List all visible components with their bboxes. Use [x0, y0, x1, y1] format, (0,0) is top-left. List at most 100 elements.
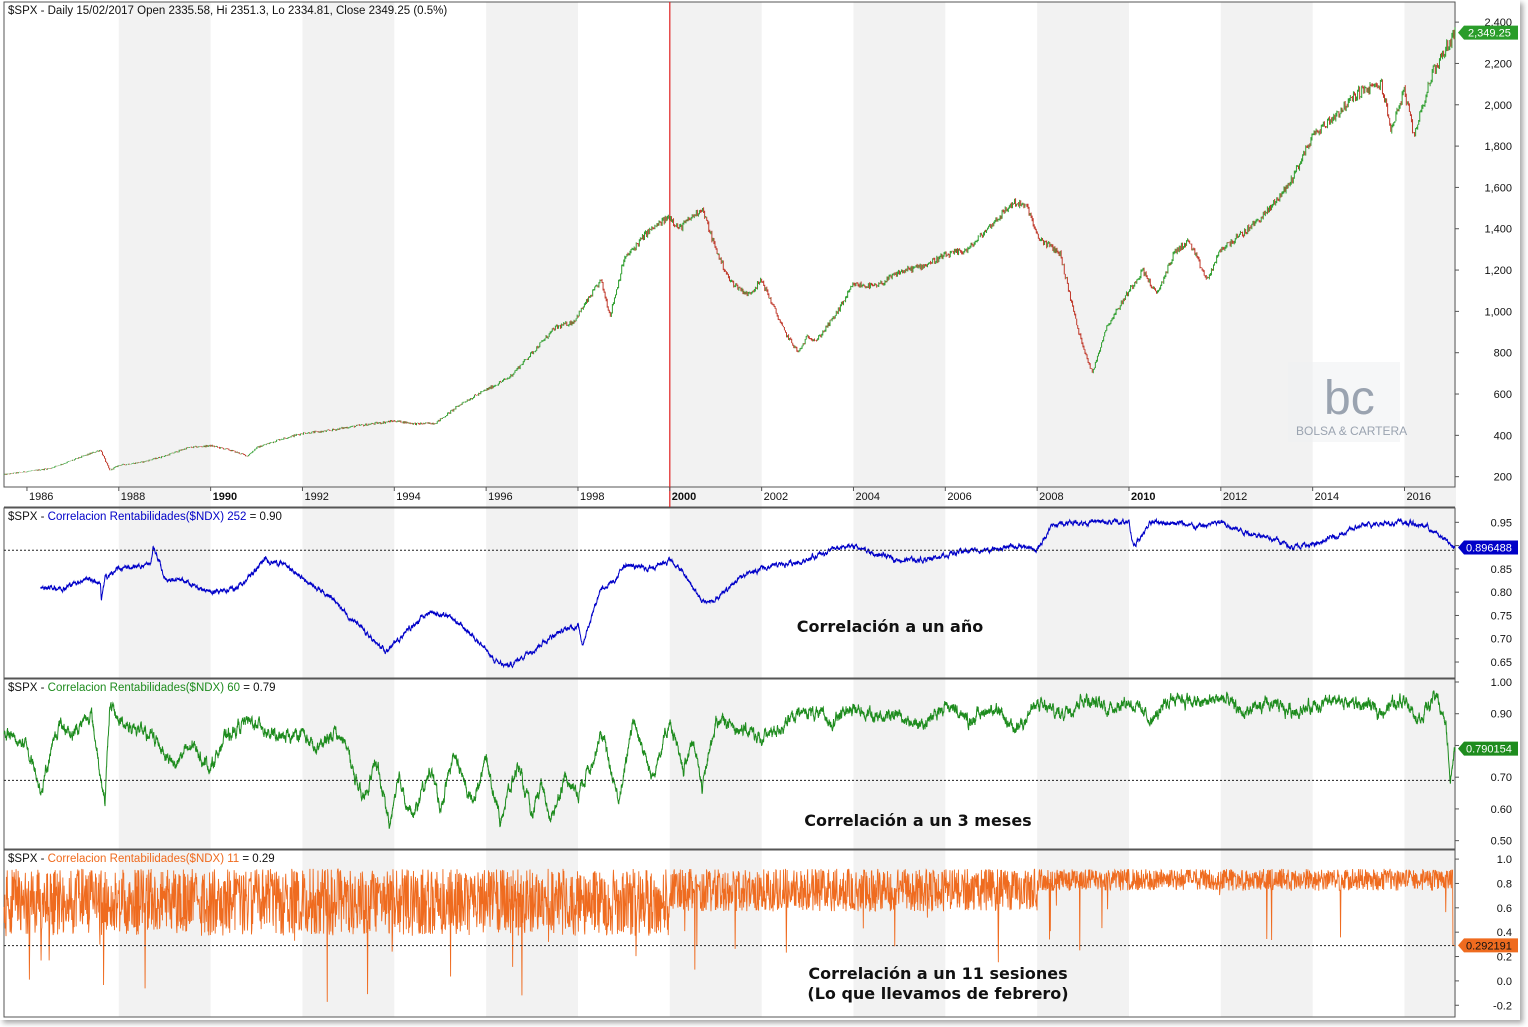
y-tick-label: 1,800	[1484, 141, 1512, 153]
y-tick-label: 1,000	[1484, 306, 1512, 318]
y-tick-label: 0.70	[1491, 634, 1512, 646]
corr11-panel-title: $SPX - Correlacion Rentabilidades($NDX) …	[8, 853, 275, 865]
corr60-line-last-value: 0.790154	[1466, 744, 1512, 756]
y-tick-label: 0.80	[1491, 587, 1512, 599]
axes-layer: 1986 1988 1990 1992 1994 1996 1998 2000 2002 2004…	[26, 17, 1518, 1012]
y-tick-label: 2,200	[1484, 58, 1512, 70]
x-tick-label: 2010	[1131, 491, 1155, 503]
x-tick-label: 2016	[1406, 491, 1430, 503]
y-tick-label: 0.85	[1491, 564, 1512, 576]
price-last-value: 2,349.25	[1468, 28, 1511, 40]
corr60-line-last-value-badge: 0.790154	[1458, 741, 1518, 756]
year-band	[853, 2, 946, 507]
x-tick-label: 1994	[396, 491, 420, 503]
svg-text:$SPX - Correlacion Rentabilida: $SPX - Correlacion Rentabilidades($NDX) …	[8, 511, 282, 523]
y-axis-area	[1456, 0, 1520, 1020]
corr60-panel-frame	[3, 678, 1456, 850]
corr11-title-name: Correlacion Rentabilidades($NDX)	[48, 853, 225, 865]
corr252-title-prefix: $SPX -	[8, 511, 48, 523]
year-band	[669, 2, 762, 507]
x-tick-label: 2000	[672, 491, 696, 503]
x-tick-label: 2014	[1315, 491, 1339, 503]
y-tick-label: 400	[1494, 430, 1512, 442]
y-tick-label: -0.2	[1493, 1000, 1512, 1012]
corr60-panel-title: $SPX - Correlacion Rentabilidades($NDX) …	[8, 682, 276, 694]
corr60-line	[3, 690, 1456, 829]
y-tick-label: 0.60	[1491, 804, 1512, 816]
series-layer	[3, 27, 1456, 1002]
corr11-title-suffix: 11	[224, 853, 239, 865]
year-band	[669, 508, 762, 1017]
corr252-line	[40, 517, 1456, 669]
corr252-title-suffix: 252	[224, 511, 246, 523]
x-tick-label: 2012	[1223, 491, 1247, 503]
bolsa-cartera-watermark: bc BOLSA & CARTERA	[1288, 362, 1407, 442]
y-tick-label: 1,400	[1484, 224, 1512, 236]
price-up-bars	[3, 27, 1456, 475]
x-tick-label: 2006	[947, 491, 971, 503]
x-tick-label: 1986	[29, 491, 53, 503]
corr252-title-value: = 0.90	[246, 511, 282, 523]
corr11-title-value: = 0.29	[239, 853, 275, 865]
y-tick-label: 0.0	[1497, 976, 1512, 988]
y-tick-label: 0.75	[1491, 610, 1512, 622]
corr60-title-prefix: $SPX -	[8, 682, 48, 694]
corr11-last-value-badge: 0.292191	[1458, 938, 1518, 953]
y-tick-label: 600	[1494, 389, 1512, 401]
corr60-title-name: Correlacion Rentabilidades($NDX)	[48, 682, 225, 694]
y-tick-label: 0.6	[1497, 903, 1512, 915]
year-band	[1037, 2, 1129, 507]
y-tick-label: 0.65	[1491, 657, 1512, 669]
price-down-bars	[5, 29, 1455, 475]
corr252-line-last-value: 0.896488	[1466, 542, 1512, 554]
svg-text:$SPX - Correlacion Rentabilida: $SPX - Correlacion Rentabilidades($NDX) …	[8, 853, 275, 865]
x-tick-label: 1988	[121, 491, 145, 503]
annotation-eleven-sessions: Correlación a un 11 sesiones	[808, 964, 1067, 983]
corr252-panel-frame	[3, 507, 1456, 679]
corr252-title-name: Correlacion Rentabilidades($NDX)	[48, 511, 225, 523]
price-panel-frame	[3, 1, 1456, 488]
price-panel-title: $SPX - Daily 15/02/2017 Open 2335.58, Hi…	[8, 5, 447, 17]
x-tick-label: 2004	[855, 491, 879, 503]
corr60-title-value: = 0.79	[240, 682, 276, 694]
y-tick-label: 800	[1494, 348, 1512, 360]
x-tick-label: 1998	[580, 491, 604, 503]
y-tick-label: 1,600	[1484, 182, 1512, 194]
svg-text:$SPX - Correlacion Rentabilida: $SPX - Correlacion Rentabilidades($NDX) …	[8, 682, 276, 694]
y-tick-label: 0.90	[1491, 709, 1512, 721]
year-band	[486, 508, 578, 1017]
watermark-logo: bc	[1324, 372, 1375, 425]
y-tick-label: 0.95	[1491, 517, 1512, 529]
corr11-last-value: 0.292191	[1466, 940, 1512, 952]
year-band	[853, 508, 946, 1017]
year-band	[1037, 508, 1129, 1017]
watermark-text: BOLSA & CARTERA	[1296, 424, 1407, 438]
x-tick-label: 2008	[1039, 491, 1063, 503]
annotation-three-months: Correlación a un 3 meses	[804, 811, 1031, 830]
year-band	[486, 2, 578, 507]
y-tick-label: 1,200	[1484, 265, 1512, 277]
year-band	[302, 508, 395, 1017]
corr252-line-last-value-badge: 0.896488	[1458, 540, 1518, 555]
y-tick-label: 1.0	[1497, 854, 1512, 866]
price-last-value-badge: 2,349.25	[1458, 25, 1518, 40]
annotation-one-year: Correlación a un año	[797, 617, 983, 636]
annotation-february: (Lo que llevamos de febrero)	[807, 984, 1068, 1003]
corr11-line	[3, 868, 1455, 1002]
x-tick-label: 1996	[488, 491, 512, 503]
corr11-title-prefix: $SPX -	[8, 853, 48, 865]
y-tick-label: 0.4	[1497, 927, 1512, 939]
corr60-title-suffix: 60	[224, 682, 240, 694]
x-tick-label: 1992	[304, 491, 328, 503]
y-tick-label: 0.50	[1491, 836, 1512, 848]
x-tick-label: 1990	[213, 491, 237, 503]
y-tick-label: 0.70	[1491, 772, 1512, 784]
y-tick-label: 1.00	[1491, 677, 1512, 689]
y-tick-label: 0.2	[1497, 952, 1512, 964]
corr252-panel-title: $SPX - Correlacion Rentabilidades($NDX) …	[8, 511, 282, 523]
year-band	[118, 508, 211, 1017]
y-tick-label: 0.8	[1497, 878, 1512, 890]
year-band	[1220, 508, 1313, 1017]
